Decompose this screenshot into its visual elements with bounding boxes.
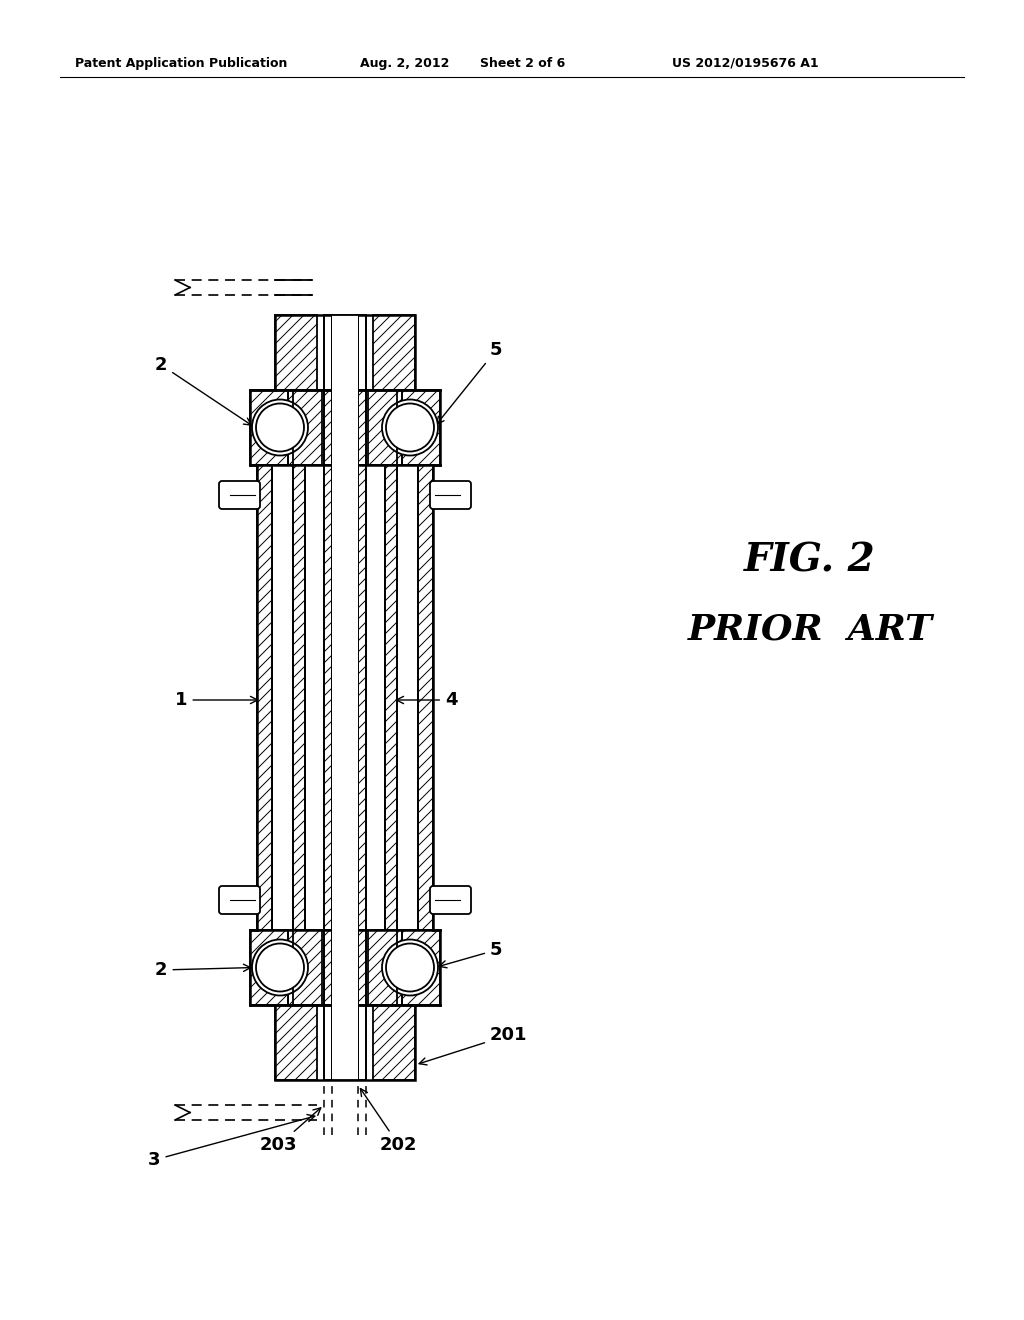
Bar	[275, 1005, 415, 1080]
Bar	[293, 465, 305, 931]
Bar	[275, 1005, 317, 1080]
Bar	[332, 465, 358, 931]
Bar	[368, 931, 402, 1005]
Bar	[418, 465, 433, 931]
Bar	[385, 465, 397, 931]
Text: 5: 5	[439, 941, 503, 968]
Bar	[402, 389, 440, 465]
Bar	[366, 465, 385, 931]
Bar	[385, 465, 397, 931]
Bar	[324, 389, 332, 465]
Bar	[272, 465, 293, 931]
Text: US 2012/0195676 A1: US 2012/0195676 A1	[672, 57, 818, 70]
Bar	[332, 389, 358, 465]
Text: 2: 2	[155, 356, 252, 425]
Bar	[358, 465, 366, 931]
Bar	[250, 931, 288, 1005]
Circle shape	[386, 944, 434, 991]
Bar	[324, 1005, 332, 1080]
Bar	[322, 931, 324, 1005]
Circle shape	[382, 400, 438, 455]
Bar	[288, 389, 322, 465]
Bar	[366, 931, 368, 1005]
Bar	[332, 315, 358, 389]
Bar	[324, 931, 332, 1005]
Bar	[324, 465, 332, 931]
Text: Patent Application Publication: Patent Application Publication	[75, 57, 288, 70]
Bar	[257, 465, 272, 931]
Bar	[317, 315, 373, 389]
Text: 203: 203	[260, 1107, 321, 1154]
FancyBboxPatch shape	[219, 886, 260, 913]
Bar	[373, 315, 415, 389]
Circle shape	[256, 404, 304, 451]
Text: FIG. 2: FIG. 2	[744, 541, 876, 579]
Text: 201: 201	[419, 1026, 527, 1065]
FancyBboxPatch shape	[219, 480, 260, 510]
Bar	[418, 465, 433, 931]
Bar	[324, 315, 332, 389]
Bar	[332, 315, 358, 1080]
Bar	[257, 465, 272, 931]
Bar	[366, 389, 368, 465]
Bar	[293, 465, 305, 931]
Bar	[358, 1005, 366, 1080]
Bar	[402, 931, 440, 1005]
Bar	[332, 1005, 358, 1080]
Bar	[358, 389, 366, 465]
Bar	[275, 315, 415, 389]
Circle shape	[256, 944, 304, 991]
Bar	[275, 315, 317, 389]
Bar	[250, 389, 288, 465]
FancyBboxPatch shape	[430, 886, 471, 913]
Circle shape	[382, 940, 438, 995]
Bar	[358, 315, 366, 389]
Bar	[368, 389, 402, 465]
Bar	[358, 465, 366, 931]
Text: Sheet 2 of 6: Sheet 2 of 6	[480, 57, 565, 70]
Bar	[305, 465, 324, 931]
Bar	[358, 931, 366, 1005]
Bar	[322, 389, 324, 465]
Text: 2: 2	[155, 961, 251, 979]
Circle shape	[252, 400, 308, 455]
Bar	[373, 1005, 415, 1080]
Text: 1: 1	[175, 690, 258, 709]
Text: 5: 5	[436, 341, 503, 424]
Bar	[332, 931, 358, 1005]
Circle shape	[386, 404, 434, 451]
Bar	[324, 465, 332, 931]
Text: PRIOR  ART: PRIOR ART	[687, 612, 933, 647]
Bar	[397, 465, 418, 931]
Circle shape	[252, 940, 308, 995]
Bar	[288, 931, 322, 1005]
Text: Aug. 2, 2012: Aug. 2, 2012	[360, 57, 450, 70]
Text: 202: 202	[360, 1089, 418, 1154]
Bar	[317, 1005, 373, 1080]
Text: 3: 3	[148, 1114, 314, 1170]
FancyBboxPatch shape	[430, 480, 471, 510]
Text: 4: 4	[396, 690, 458, 709]
